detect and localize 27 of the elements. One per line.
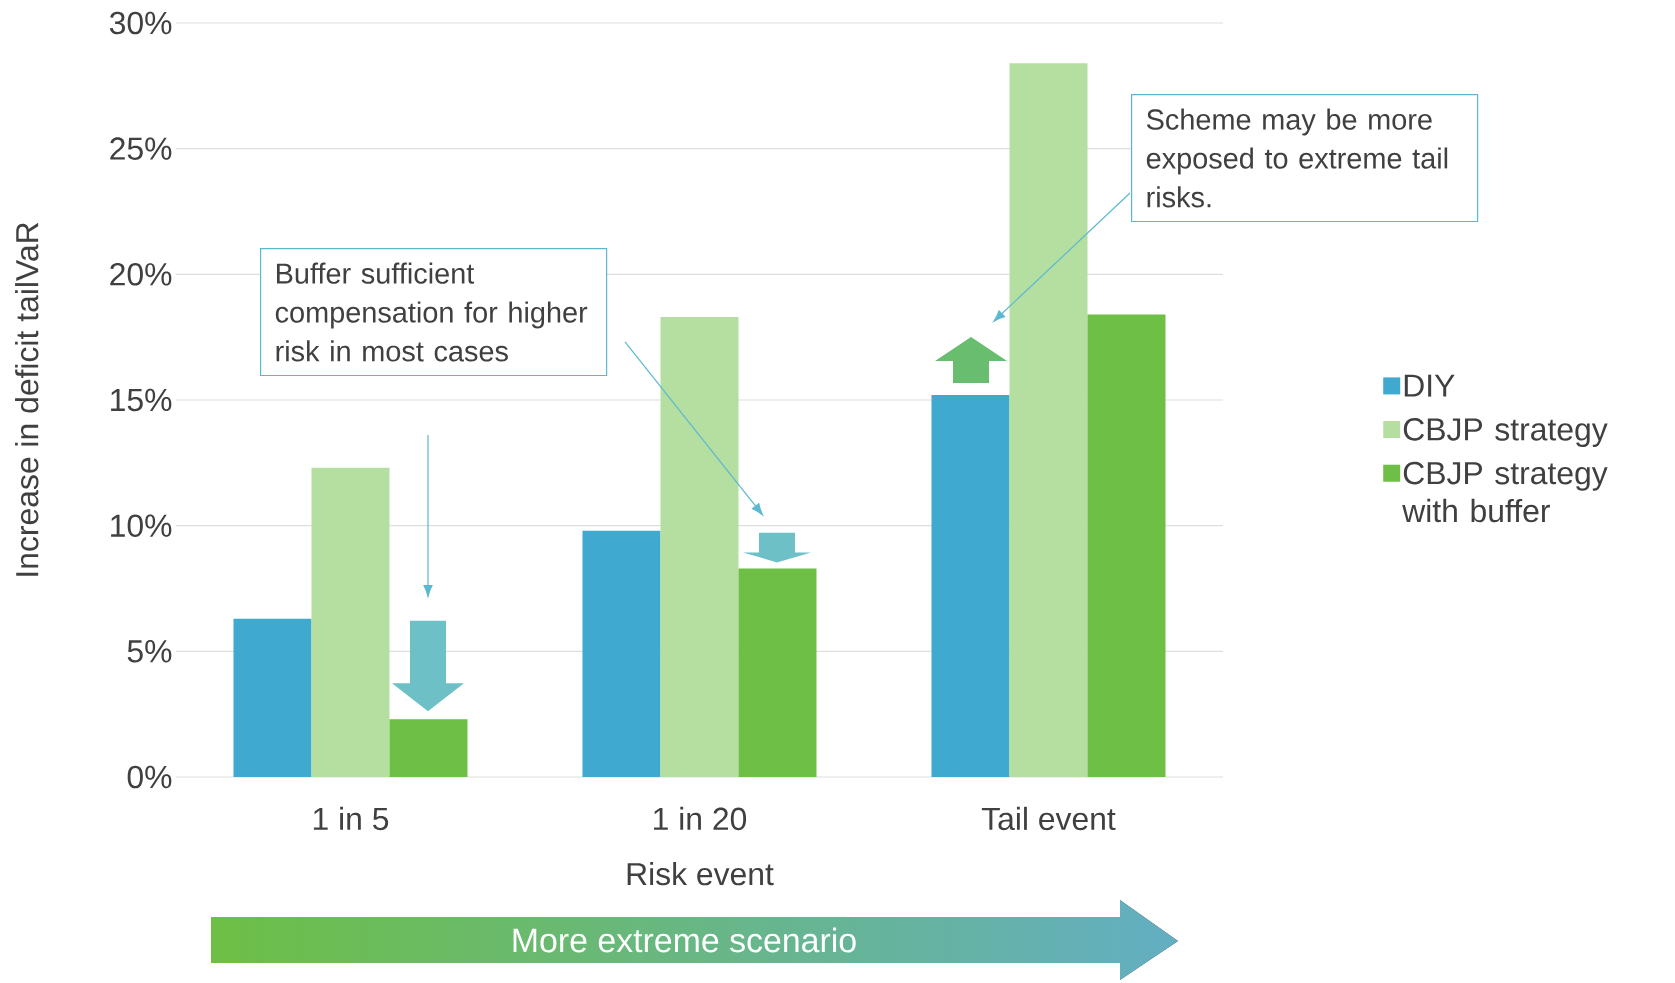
y-tick-label: 5%: [127, 640, 172, 663]
x-tick-label: 1 in 20: [654, 806, 747, 831]
x-tick-label: 1 in 5: [313, 806, 389, 831]
bar: [1087, 314, 1166, 777]
text: More extreme scenario: [513, 927, 856, 953]
y-tick-label: 15%: [111, 388, 172, 412]
y-tick-label: 20%: [110, 263, 172, 286]
x-axis-title: Risk event: [627, 861, 774, 886]
y-tick-label: 0%: [127, 765, 172, 789]
bar: [389, 719, 468, 777]
legend-label: DIY: [1404, 374, 1455, 397]
bar: [582, 530, 661, 777]
y-tick-label: 10%: [111, 514, 172, 537]
y-tick-label: 25%: [110, 137, 172, 160]
bar: [233, 618, 312, 777]
bar: [738, 568, 817, 777]
annotation: Buffer sufficient compensation for higher risk in most cases: [275, 262, 588, 362]
bar: [660, 317, 739, 777]
annotation: Scheme may be more exposed to extreme tail risks.: [1146, 108, 1448, 208]
bar: [1009, 63, 1088, 777]
bar: [311, 467, 390, 777]
bar: [931, 394, 1010, 777]
x-tick-label: Tail event: [981, 806, 1116, 831]
legend-label: CBJP strategy: [1403, 418, 1608, 447]
legend-label: CBJP strategy with buffer: [1402, 461, 1608, 523]
y-axis-title: Increase in deficit tailVaR: [15, 222, 39, 576]
y-tick-label: 30%: [109, 11, 172, 35]
